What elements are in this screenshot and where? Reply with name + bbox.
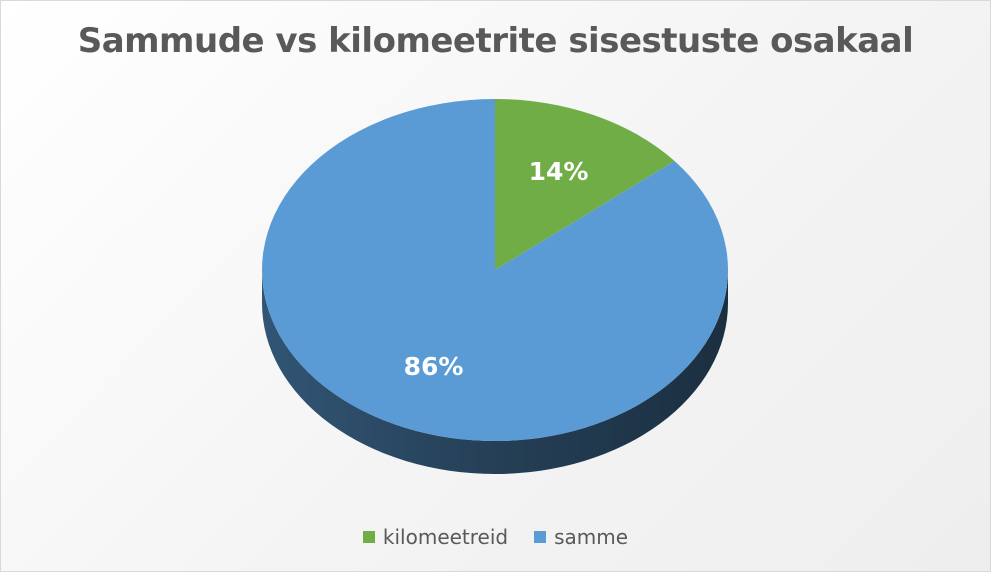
legend-item-kilomeetreid: kilomeetreid — [362, 525, 509, 549]
legend-label-kilomeetreid: kilomeetreid — [382, 525, 509, 549]
legend-swatch-kilomeetreid — [362, 531, 375, 543]
chart-title: Sammude vs kilomeetrite sisestuste osaka… — [77, 21, 914, 61]
legend: kilomeetreid samme — [1, 525, 990, 549]
pie-side-samme — [262, 270, 728, 474]
legend-swatch-samme — [534, 531, 547, 543]
data-label-samme: 86% — [404, 352, 464, 381]
pie-slice-samme — [262, 99, 729, 441]
legend-item-samme: samme — [534, 525, 628, 549]
pie-slice-kilomeetreid — [495, 99, 675, 270]
data-label-kilomeetreid: 14% — [529, 157, 589, 186]
legend-label-samme: samme — [554, 525, 629, 549]
